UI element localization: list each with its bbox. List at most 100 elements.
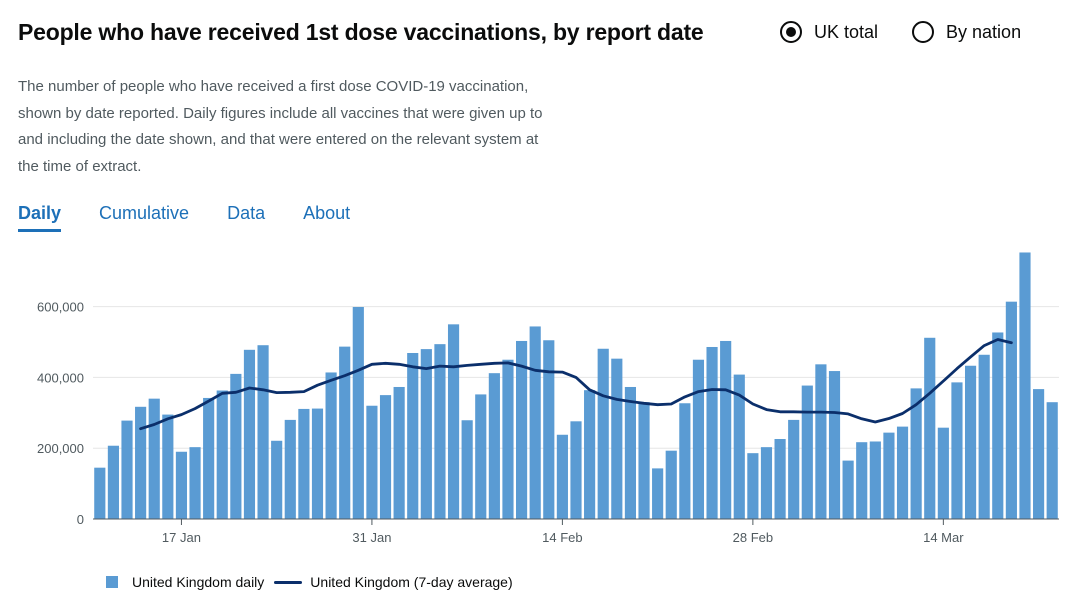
bar [869,441,881,519]
x-tick-label: 14 Feb [542,530,582,545]
tab-cumulative[interactable]: Cumulative [99,203,190,223]
radio-label-uk-total[interactable]: UK total [814,22,879,42]
bar [665,450,677,519]
bar [733,374,745,519]
bar [624,386,637,519]
bar [379,395,392,519]
radio-uk-total[interactable]: UK total [780,18,878,46]
bar [978,354,990,519]
tab-data[interactable]: Data [227,203,266,223]
bar [638,402,650,519]
bar [121,420,133,519]
bar [774,439,786,519]
daily-bars [94,252,1058,519]
x-tick-label: 14 Mar [923,530,964,545]
x-tick-label: 28 Feb [733,530,773,545]
bar [434,344,446,519]
bar [135,406,147,519]
y-tick-label: 0 [77,512,84,527]
bar [964,365,977,519]
bar [924,337,936,519]
bar [1046,402,1058,519]
bar [175,451,188,519]
bar [652,468,664,519]
bar [1033,389,1045,519]
bar [856,442,868,519]
bar [352,306,364,519]
legend-item-daily: United Kingdom daily [106,574,264,590]
bar [230,373,242,519]
bar [951,382,963,519]
bar [910,388,922,519]
bar [107,445,119,519]
bar [393,386,405,519]
bar [815,364,827,519]
bar [189,447,201,519]
axes: 0 200,000 400,000 600,000 17 Jan 31 Jan 14 Feb… [37,300,1059,545]
bar [679,403,691,519]
bar [842,460,854,519]
bar [747,453,759,519]
bar [896,426,909,519]
x-tick-label: 17 Jan [162,530,201,545]
chart-tabs: Daily Cumulative Data About [18,200,350,232]
bar [720,340,732,519]
bar [162,414,174,519]
radio-unchecked-icon[interactable] [912,21,935,43]
bar [597,348,609,519]
bar [488,373,500,519]
bar [366,405,378,519]
bar [339,346,351,519]
legend-item-average: United Kingdom (7-day average) [274,574,513,590]
bar [828,371,841,519]
bar [284,419,296,519]
legend-label-daily: United Kingdom daily [132,574,265,590]
bar [475,394,487,519]
view-selector: UK total By nation [780,18,1021,46]
bar [515,340,528,519]
bar [447,324,460,519]
page-title: People who have received 1st dose vaccin… [18,19,704,45]
bar [461,420,473,519]
chart-legend: United Kingdom daily United Kingdom (7-d… [106,574,523,590]
bar [801,385,813,519]
bar [992,332,1004,519]
x-tick-label: 31 Jan [352,530,391,545]
bar [148,398,160,519]
bar [543,340,555,519]
y-tick-label: 400,000 [37,370,84,385]
bar [325,372,337,519]
bar [529,326,541,519]
bar [1019,252,1031,519]
bar [94,467,106,519]
bar [271,440,283,519]
bar [407,352,419,519]
y-tick-label: 600,000 [37,300,84,315]
bar [243,349,256,519]
bar [706,346,718,519]
radio-checked-icon[interactable] [780,21,802,43]
radio-label-by-nation[interactable]: By nation [946,22,1022,42]
bar [502,359,514,519]
bar [1005,301,1017,519]
bar [692,359,705,519]
bar [788,419,800,519]
bar [556,434,568,519]
tab-about[interactable]: About [303,203,351,223]
y-tick-label: 200,000 [37,441,84,456]
legend-label-average: United Kingdom (7-day average) [310,574,513,590]
bar [311,408,324,519]
legend-line-swatch [274,580,303,584]
radio-by-nation[interactable]: By nation [912,18,1021,46]
seven-day-average-line [139,338,1013,431]
bar [570,421,582,519]
legend-bar-swatch [106,576,118,588]
bar [760,447,773,519]
chart-description: The number of people who have received a… [18,78,543,175]
bar [216,390,228,519]
bar [420,349,432,519]
bar [203,397,215,519]
tab-daily[interactable]: Daily [18,200,62,232]
bar [584,390,596,519]
